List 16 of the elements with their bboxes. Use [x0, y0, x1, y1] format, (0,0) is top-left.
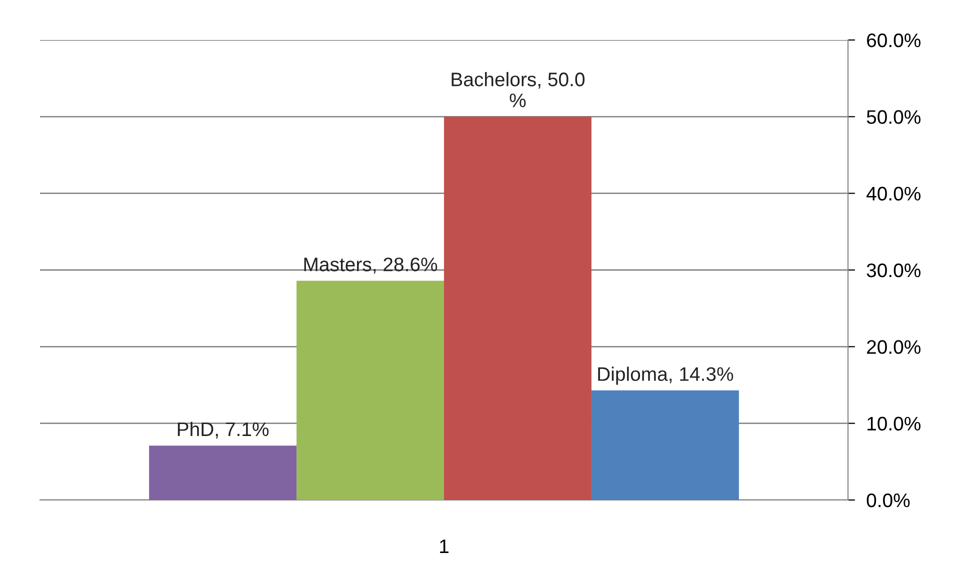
data-label: PhD, 7.1% [178, 422, 269, 438]
y-tick-label: 60.0% [867, 33, 920, 48]
y-tick-label: 40.0% [866, 186, 920, 201]
bar [444, 116, 592, 500]
bar [149, 446, 297, 500]
y-tick-label: 50.0% [866, 110, 920, 124]
y-tick-label: 30.0% [866, 263, 920, 278]
data-label: Bachelors, 50.0 % [452, 72, 585, 108]
bar [591, 390, 739, 500]
x-tick-label: 1 [440, 540, 448, 553]
y-tick-label: 10.0% [868, 416, 920, 431]
y-tick-label: 20.0% [867, 340, 920, 354]
y-tick-label: 0.0% [866, 493, 910, 508]
data-label: Masters, 28.6% [304, 258, 438, 274]
data-label: Diploma, 14.3% [598, 366, 734, 385]
bar [296, 280, 444, 500]
